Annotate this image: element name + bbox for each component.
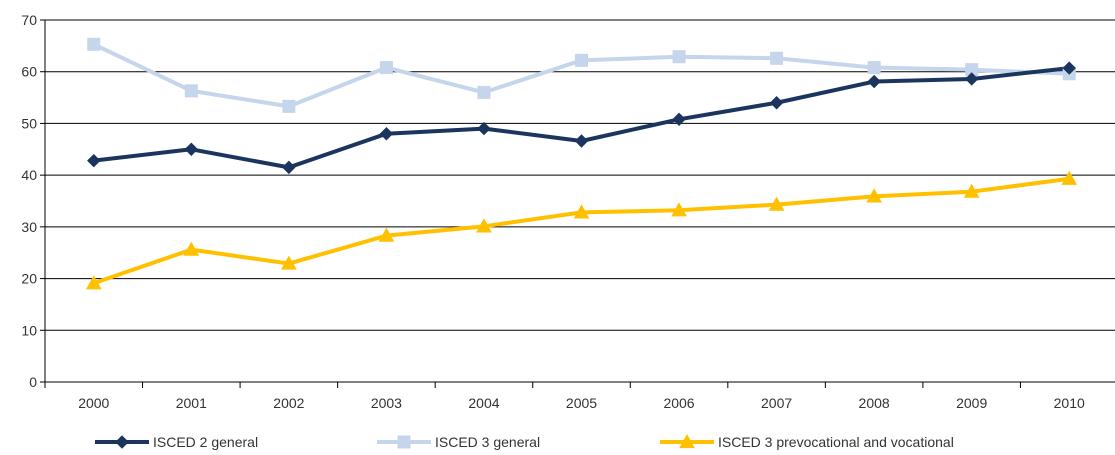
y-tick-label: 20 <box>21 271 37 287</box>
y-tick-label: 70 <box>21 12 37 28</box>
data-point-square <box>867 61 881 75</box>
data-point-triangle <box>573 204 590 219</box>
series-line-1 <box>92 42 1070 109</box>
data-point-triangle <box>768 196 785 211</box>
data-point-diamond <box>672 112 686 126</box>
data-point-diamond <box>282 160 296 175</box>
x-tick-label: 2000 <box>78 395 109 411</box>
data-point-diamond <box>867 74 881 89</box>
x-tick-label: 2006 <box>663 395 694 411</box>
data-point-square <box>282 99 296 113</box>
data-point-square <box>672 50 686 64</box>
axes <box>44 20 1115 383</box>
data-point-diamond <box>87 153 101 168</box>
data-point-diamond <box>477 121 491 136</box>
gridlines <box>45 19 1115 331</box>
y-tick-label: 30 <box>21 219 37 235</box>
x-tick-label: 2008 <box>859 395 890 411</box>
data-point-diamond <box>769 96 784 110</box>
series-line-2 <box>93 176 1070 286</box>
y-tick-label: 50 <box>21 115 37 131</box>
legend-item: ISCED 3 prevocational and vocational <box>660 433 954 450</box>
data-point-triangle <box>378 227 395 242</box>
y-tick-label: 0 <box>29 374 37 390</box>
data-point-square <box>379 61 393 75</box>
series-markers <box>85 37 1078 290</box>
data-point-triangle <box>963 183 980 198</box>
legend-label: ISCED 2 general <box>153 434 258 450</box>
data-point-diamond <box>184 142 199 156</box>
series-lines <box>92 42 1070 286</box>
legend-label: ISCED 3 general <box>435 434 540 450</box>
legend-item: ISCED 3 general <box>377 434 540 450</box>
legend-marker <box>679 433 695 449</box>
data-point-diamond <box>574 134 589 148</box>
x-tick-label: 2003 <box>371 395 402 411</box>
data-point-square <box>770 51 784 65</box>
x-tick-label: 2004 <box>468 395 499 411</box>
y-tick-label: 10 <box>21 322 37 338</box>
data-point-triangle <box>671 202 687 217</box>
legend-label: ISCED 3 prevocational and vocational <box>718 434 954 450</box>
x-tick-label: 2009 <box>956 395 987 411</box>
legend-marker <box>115 435 129 449</box>
legend-marker <box>397 435 411 449</box>
data-point-diamond <box>1062 61 1076 75</box>
data-point-triangle <box>85 275 102 290</box>
y-axis-ticks: 0 10 20 30 40 50 60 70 <box>21 12 45 390</box>
data-point-triangle <box>183 241 200 256</box>
data-point-triangle <box>1061 170 1078 185</box>
legend-item: ISCED 2 general <box>95 434 258 450</box>
legend: ISCED 2 general ISCED 3 general ISCED 3 pr… <box>95 433 954 450</box>
x-tick-label: 2010 <box>1054 395 1085 411</box>
data-point-triangle <box>866 188 882 203</box>
y-tick-label: 40 <box>21 167 37 183</box>
y-tick-label: 60 <box>21 64 37 80</box>
data-point-square <box>575 53 588 67</box>
x-tick-label: 2005 <box>566 395 597 411</box>
data-point-triangle <box>281 255 297 270</box>
series-line-0 <box>93 66 1070 170</box>
data-point-triangle <box>476 218 492 233</box>
data-point-diamond <box>964 72 979 86</box>
data-point-square <box>184 84 198 98</box>
x-tick-label: 2002 <box>273 395 304 411</box>
x-tick-label: 2007 <box>761 395 792 411</box>
x-tick-label: 2001 <box>176 395 207 411</box>
data-point-square <box>87 37 101 51</box>
data-point-diamond <box>379 127 394 141</box>
data-point-square <box>477 85 491 99</box>
x-axis-ticks: 2000 2001 2002 2003 2004 2005 2006 2007 2008 2009… <box>44 382 1085 411</box>
